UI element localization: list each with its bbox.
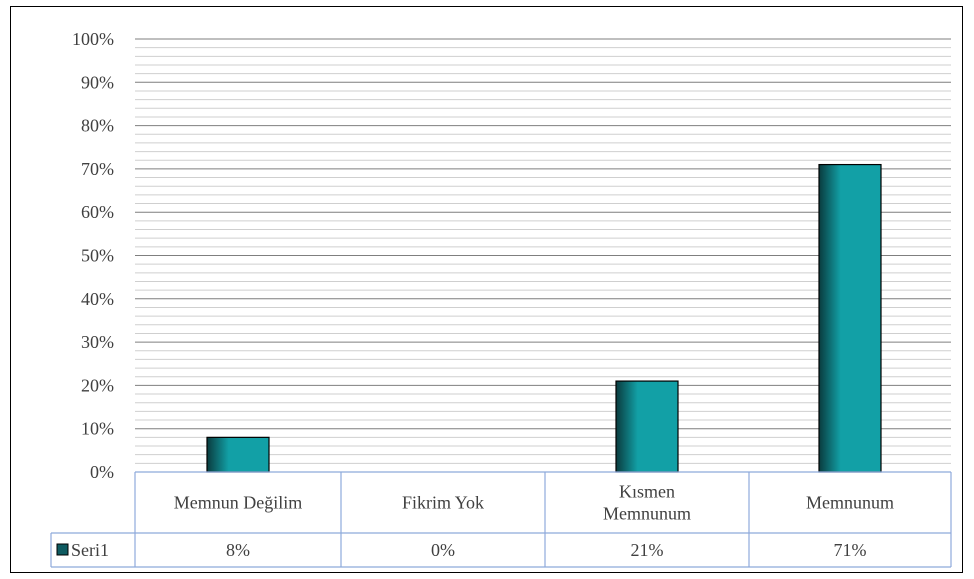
chart-frame: 0% 10% 20% 30% 40% 50% 60% 70% 80% 90% 100% Memnun… [10, 6, 963, 573]
y-tick-label: 70% [81, 159, 114, 179]
data-table: Memnun Değilim Fikrim YokKısmenMemnunumMe… [50, 471, 952, 568]
category-label: Fikrim Yok [402, 493, 484, 513]
legend-series-name: Seri1 [71, 540, 109, 560]
y-tick-label: 50% [81, 246, 114, 266]
y-tick-label: 20% [81, 375, 114, 395]
y-tick-label: 90% [81, 72, 114, 92]
gridlines [135, 38, 951, 464]
category-label: Memnunum [806, 493, 894, 513]
data-table-value: 21% [631, 540, 664, 560]
y-tick-label: 40% [81, 289, 114, 309]
y-axis-tick-labels: 0% 10% 20% 30% 40% 50% 60% 70% 80% 90% 100% [72, 29, 114, 482]
y-tick-label: 100% [72, 29, 114, 49]
category-label: Memnunum [603, 504, 691, 524]
bar-chart: 0% 10% 20% 30% 40% 50% 60% 70% 80% 90% 100% Memnun… [50, 29, 952, 568]
legend-key [56, 543, 69, 556]
data-table-value: 8% [226, 540, 250, 560]
y-tick-label: 80% [81, 116, 114, 136]
bar-memnun-değilim [206, 436, 270, 473]
bar-memnunum [818, 163, 882, 473]
bars [206, 163, 882, 473]
data-table-value: 71% [834, 540, 867, 560]
data-table-value: 0% [431, 540, 455, 560]
category-label: Memnun Değilim [174, 493, 303, 513]
y-tick-label: 0% [90, 462, 114, 482]
category-label: Kısmen [619, 482, 675, 502]
y-tick-label: 60% [81, 202, 114, 222]
y-tick-label: 10% [81, 419, 114, 439]
y-tick-label: 30% [81, 332, 114, 352]
bar-kısmen-memnunum [615, 380, 679, 473]
